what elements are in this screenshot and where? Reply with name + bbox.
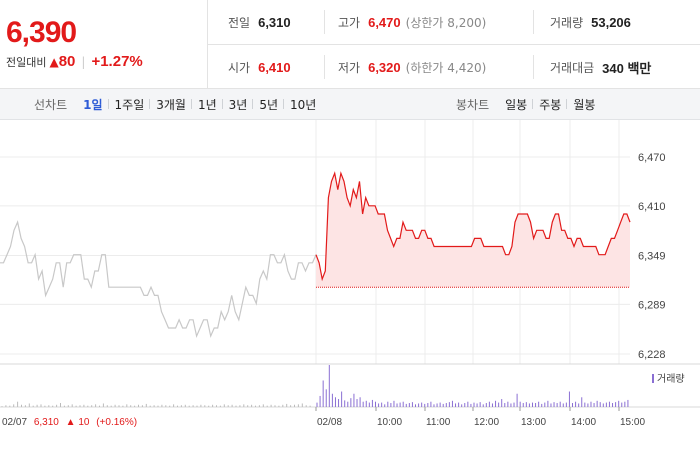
y-tick-label: 6,289 bbox=[638, 299, 666, 311]
stat-label: 저가 bbox=[338, 60, 361, 75]
today-series bbox=[315, 171, 631, 288]
chart-toolbar: 선차트 1일 1주일 3개월 1년 3년 5년 10년 봉차트 일봉 주봉 월봉 bbox=[0, 89, 700, 120]
change-divider: | bbox=[81, 54, 86, 69]
change-rate: +1.27% bbox=[91, 53, 143, 70]
stat-label: 고가 bbox=[338, 15, 361, 30]
candle-period-list: 일봉 주봉 월봉 bbox=[499, 96, 601, 113]
prev-day-change: 10 bbox=[78, 417, 90, 428]
stat-divider bbox=[533, 55, 534, 79]
stat-label: 전일 bbox=[228, 15, 251, 30]
stat-label: 거래대금 bbox=[550, 60, 595, 75]
up-arrow-icon: ▲ bbox=[66, 417, 76, 428]
quote-header: 6,390 전일대비 ▲ 80 | +1.27% 전일 6,310 고가 6,4… bbox=[0, 0, 700, 89]
x-axis-ticks: 02/08 10:00 11:00 12:00 13:00 14:00 15:00 bbox=[315, 407, 645, 428]
stat-label: 시가 bbox=[228, 60, 251, 75]
x-tick-label: 14:00 bbox=[571, 417, 596, 428]
candle-chart-periods: 봉차트 일봉 주봉 월봉 bbox=[456, 89, 601, 120]
line-period-list: 1일 1주일 3개월 1년 3년 5년 10년 bbox=[77, 96, 322, 113]
x-tick-label: 02/08 bbox=[317, 417, 342, 428]
y-tick-label: 6,349 bbox=[638, 251, 666, 263]
price-change: 전일대비 ▲ 80 | +1.27% bbox=[6, 53, 143, 70]
stat-label: 거래량 bbox=[550, 15, 584, 30]
prev-day-line bbox=[0, 220, 317, 339]
stats-divider bbox=[208, 44, 700, 45]
change-value: 80 bbox=[58, 53, 76, 70]
prev-day-info: 02/07 6,310 ▲ 10 (+0.16%) bbox=[2, 417, 137, 428]
stat-value: 6,470 bbox=[368, 14, 401, 30]
volume-legend-swatch bbox=[652, 374, 654, 383]
today-area-fill bbox=[316, 173, 630, 288]
candle-period-tab[interactable]: 일봉 bbox=[505, 98, 528, 112]
stat-value: 340 백만 bbox=[602, 60, 652, 76]
change-label: 전일대비 bbox=[6, 55, 47, 69]
prev-day-rate: (+0.16%) bbox=[96, 417, 137, 428]
stat-value: 6,320 bbox=[368, 59, 401, 75]
period-tab[interactable]: 10년 bbox=[283, 96, 322, 113]
period-tab[interactable]: 5년 bbox=[252, 96, 284, 113]
up-arrow-icon: ▲ bbox=[49, 54, 59, 69]
current-price: 6,390 bbox=[6, 16, 77, 49]
period-tab[interactable]: 1일 bbox=[83, 98, 103, 112]
candle-period-tab[interactable]: 월봉 bbox=[566, 96, 601, 113]
stat-extra: (하한가 4,420) bbox=[405, 60, 487, 75]
x-tick-label: 13:00 bbox=[521, 417, 546, 428]
price-chart-svg: 6,470 6,410 6,349 6,289 6,228 02/08 10:00 11:0… bbox=[0, 120, 700, 428]
prev-day-series bbox=[0, 220, 317, 339]
x-tick-label: 10:00 bbox=[377, 417, 402, 428]
volume-bars bbox=[1, 365, 629, 407]
price-chart[interactable]: 6,470 6,410 6,349 6,289 6,228 02/08 10:00 11:0… bbox=[0, 120, 700, 450]
y-tick-label: 6,228 bbox=[638, 349, 666, 361]
prev-day-date: 02/07 bbox=[2, 417, 27, 428]
stat-high: 고가 6,470 (상한가 8,200) bbox=[338, 0, 486, 44]
prev-day-close: 6,310 bbox=[34, 417, 59, 428]
stat-value: 6,410 bbox=[258, 59, 291, 75]
x-tick-label: 11:00 bbox=[426, 417, 451, 428]
period-tab[interactable]: 3개월 bbox=[149, 96, 192, 113]
stat-low: 저가 6,320 (하한가 4,420) bbox=[338, 45, 486, 89]
stat-volume: 거래량 53,206 bbox=[550, 0, 631, 44]
stat-value: 6,310 bbox=[258, 14, 291, 30]
candle-chart-title: 봉차트 bbox=[456, 98, 490, 112]
today-price-line bbox=[315, 171, 631, 282]
stat-open: 시가 6,410 bbox=[228, 45, 291, 89]
stat-divider bbox=[324, 10, 325, 34]
y-tick-label: 6,470 bbox=[638, 152, 666, 164]
period-tab[interactable]: 1주일 bbox=[107, 96, 151, 113]
candle-period-tab[interactable]: 주봉 bbox=[532, 96, 567, 113]
stat-prev-close: 전일 6,310 bbox=[228, 0, 291, 44]
y-tick-label: 6,410 bbox=[638, 201, 666, 213]
stat-divider bbox=[324, 55, 325, 79]
period-tab[interactable]: 1년 bbox=[190, 96, 223, 113]
x-tick-label: 15:00 bbox=[620, 417, 645, 428]
chart-grid bbox=[0, 120, 700, 408]
line-chart-title: 선차트 bbox=[34, 98, 68, 112]
volume-legend: 거래량 bbox=[657, 373, 685, 385]
line-chart-periods: 선차트 1일 1주일 3개월 1년 3년 5년 10년 bbox=[34, 89, 322, 120]
y-axis-ticks: 6,470 6,410 6,349 6,289 6,228 bbox=[638, 152, 666, 361]
x-tick-label: 12:00 bbox=[474, 417, 499, 428]
period-tab[interactable]: 3년 bbox=[221, 96, 254, 113]
price-box: 6,390 전일대비 ▲ 80 | +1.27% bbox=[0, 0, 208, 89]
stat-extra: (상한가 8,200) bbox=[405, 15, 487, 30]
stat-value: 53,206 bbox=[591, 14, 631, 30]
stat-divider bbox=[533, 10, 534, 34]
stat-amount: 거래대금 340 백만 bbox=[550, 45, 651, 89]
